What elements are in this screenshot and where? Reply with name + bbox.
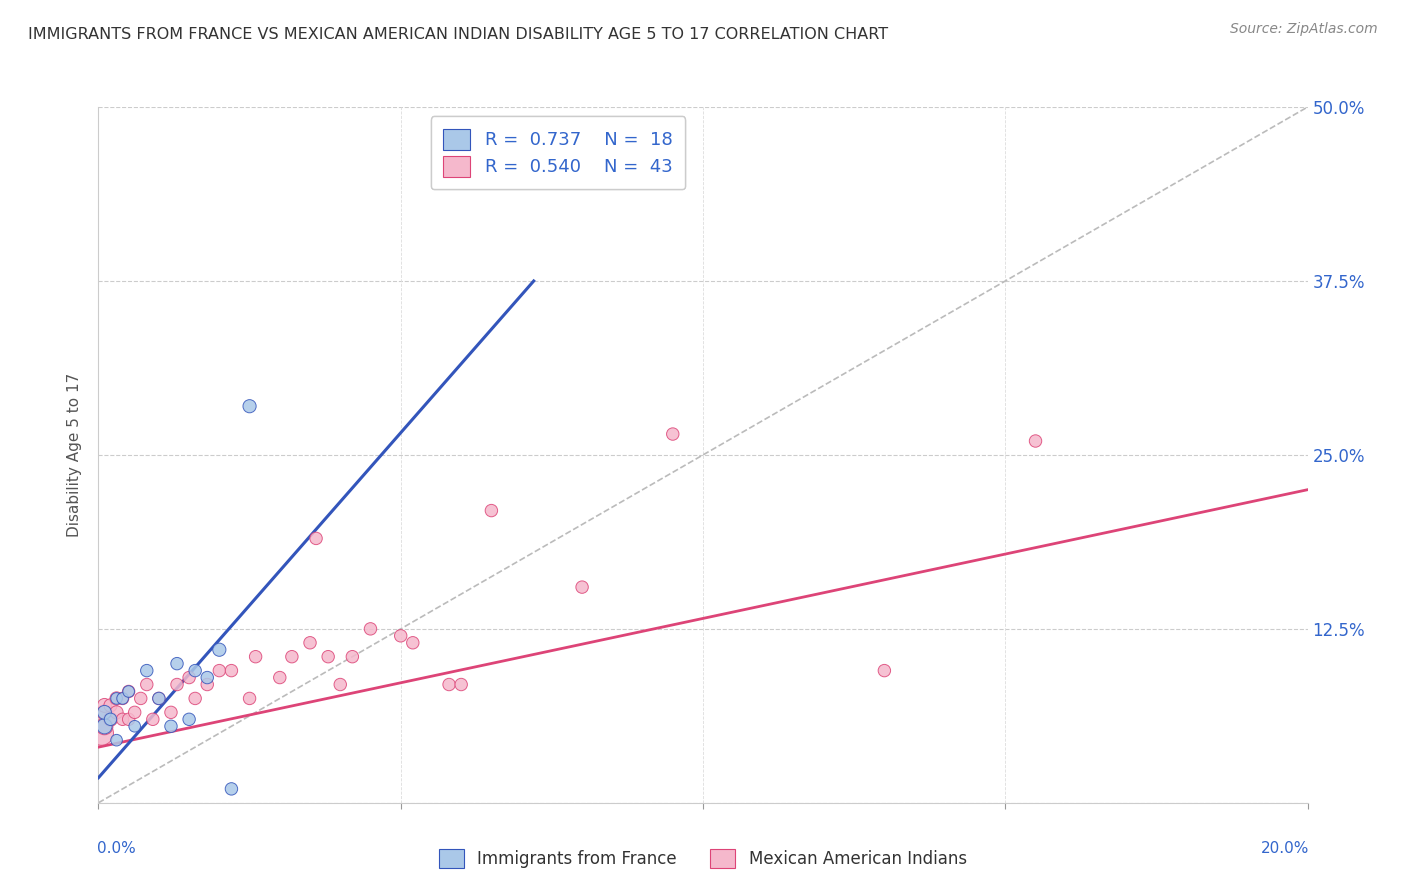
- Point: [111, 712, 134, 726]
- Point: [135, 664, 157, 678]
- Point: [245, 649, 267, 664]
- Point: [118, 712, 141, 726]
- Point: [329, 677, 352, 691]
- Point: [93, 698, 115, 713]
- Point: [105, 733, 128, 747]
- Point: [281, 649, 304, 664]
- Point: [208, 642, 231, 657]
- Point: [179, 671, 201, 685]
- Point: [195, 671, 218, 685]
- Point: [389, 629, 412, 643]
- Point: [93, 706, 115, 720]
- Point: [93, 719, 115, 733]
- Point: [100, 712, 122, 726]
- Point: [662, 427, 685, 442]
- Point: [571, 580, 593, 594]
- Point: [118, 684, 141, 698]
- Point: [342, 649, 364, 664]
- Point: [402, 636, 425, 650]
- Point: [148, 691, 170, 706]
- Point: [195, 677, 218, 691]
- Point: [305, 532, 328, 546]
- Point: [100, 698, 122, 713]
- Point: [142, 712, 165, 726]
- Point: [360, 622, 382, 636]
- Point: [105, 691, 128, 706]
- Point: [111, 691, 134, 706]
- Text: Source: ZipAtlas.com: Source: ZipAtlas.com: [1230, 22, 1378, 37]
- Legend: R =  0.737    N =  18, R =  0.540    N =  43: R = 0.737 N = 18, R = 0.540 N = 43: [430, 116, 685, 189]
- Y-axis label: Disability Age 5 to 17: Disability Age 5 to 17: [67, 373, 83, 537]
- Point: [93, 719, 115, 733]
- Point: [124, 719, 146, 733]
- Point: [166, 677, 188, 691]
- Point: [124, 706, 146, 720]
- Point: [1024, 434, 1046, 448]
- Point: [269, 671, 291, 685]
- Point: [450, 677, 472, 691]
- Point: [160, 706, 183, 720]
- Point: [100, 712, 122, 726]
- Point: [239, 691, 262, 706]
- Point: [299, 636, 322, 650]
- Point: [208, 664, 231, 678]
- Point: [221, 781, 243, 796]
- Point: [481, 503, 503, 517]
- Point: [111, 691, 134, 706]
- Point: [93, 706, 115, 720]
- Point: [118, 684, 141, 698]
- Text: 0.0%: 0.0%: [97, 841, 136, 856]
- Point: [160, 719, 183, 733]
- Point: [90, 726, 112, 740]
- Point: [184, 691, 207, 706]
- Point: [221, 664, 243, 678]
- Point: [184, 664, 207, 678]
- Point: [239, 399, 262, 413]
- Point: [437, 677, 460, 691]
- Point: [105, 706, 128, 720]
- Point: [148, 691, 170, 706]
- Point: [166, 657, 188, 671]
- Point: [129, 691, 152, 706]
- Point: [135, 677, 157, 691]
- Legend: Immigrants from France, Mexican American Indians: Immigrants from France, Mexican American…: [433, 842, 973, 875]
- Text: 20.0%: 20.0%: [1260, 841, 1309, 856]
- Point: [316, 649, 339, 664]
- Point: [105, 691, 128, 706]
- Point: [873, 664, 896, 678]
- Text: IMMIGRANTS FROM FRANCE VS MEXICAN AMERICAN INDIAN DISABILITY AGE 5 TO 17 CORRELA: IMMIGRANTS FROM FRANCE VS MEXICAN AMERIC…: [28, 27, 889, 42]
- Point: [179, 712, 201, 726]
